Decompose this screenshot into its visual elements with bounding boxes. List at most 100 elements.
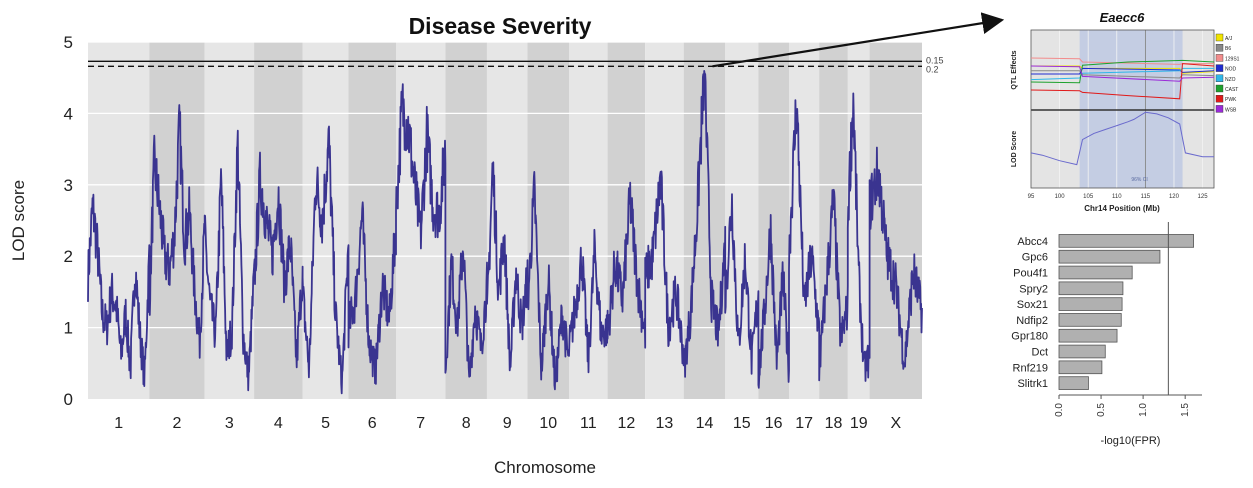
chromosome-label: 3 bbox=[225, 415, 234, 432]
bar-category-label: Ndfip2 bbox=[1016, 315, 1048, 327]
inset-frame bbox=[1030, 29, 1215, 189]
threshold-label: 0.15 bbox=[926, 55, 944, 65]
chromosome-label: 6 bbox=[368, 415, 377, 432]
bar-category-label: Gpr180 bbox=[1011, 331, 1048, 343]
legend-label: PWK bbox=[1225, 97, 1237, 103]
effect-line bbox=[1031, 70, 1215, 79]
y-tick-label: 4 bbox=[64, 104, 73, 123]
inset-title: Eaecc6 bbox=[1100, 10, 1146, 25]
bar-x-tick-label: 1.5 bbox=[1180, 403, 1191, 417]
bar-x-tick-label: 0.5 bbox=[1096, 403, 1107, 417]
legend-swatch bbox=[1215, 94, 1224, 103]
chromosome-label: 14 bbox=[696, 415, 714, 432]
bar-category-label: Abcc4 bbox=[1017, 236, 1048, 248]
bar-category-label: Dct bbox=[1032, 347, 1049, 359]
legend-swatch bbox=[1215, 84, 1224, 93]
bar-category-label: Gpc6 bbox=[1022, 252, 1048, 264]
chromosome-label: 19 bbox=[850, 415, 868, 432]
chromosome-label: 10 bbox=[539, 415, 557, 432]
legend-label: CAST bbox=[1225, 87, 1238, 93]
bar-x-tick-label: 1.0 bbox=[1138, 403, 1149, 417]
y-tick-label: 3 bbox=[64, 176, 73, 195]
legend-label: WSB bbox=[1225, 107, 1237, 113]
bar-category-label: Pou4f1 bbox=[1013, 268, 1048, 280]
inset-x-tick: 95 bbox=[1028, 194, 1035, 200]
inset-ylabel: LOD Score bbox=[1011, 131, 1018, 167]
bar bbox=[1058, 297, 1123, 311]
chart-title: Disease Severity bbox=[409, 13, 592, 39]
effect-line bbox=[1031, 65, 1215, 74]
legend-label: B6 bbox=[1225, 46, 1231, 52]
x-axis-label: Chromosome bbox=[494, 458, 596, 477]
effect-line bbox=[1030, 63, 1215, 100]
inset-xlabel: Chr14 Position (Mb) bbox=[1084, 204, 1160, 213]
chromosome-band bbox=[869, 42, 922, 399]
highlight-interval bbox=[1079, 30, 1183, 188]
legend-label: 129S1 bbox=[1225, 56, 1240, 62]
bar-x-tick-label: 0.0 bbox=[1054, 403, 1065, 417]
genome-scan-chart: 0 1 2 3 4 5 LOD score Chromosome Disease Severit… bbox=[9, 12, 1005, 477]
chromosome-label: 2 bbox=[173, 415, 182, 432]
fpr-bar-chart: Abcc4 Gpc6 Pou4f1 Spry2 Sox21 Ndfip2 Gpr180 Dct… bbox=[1011, 222, 1202, 447]
chromosome-label: 13 bbox=[656, 415, 674, 432]
chromosome-label: 1 bbox=[114, 415, 123, 432]
bar-category-label: Spry2 bbox=[1019, 283, 1048, 295]
legend-swatch bbox=[1215, 54, 1224, 62]
y-tick-label: 0 bbox=[64, 390, 73, 409]
bar bbox=[1058, 281, 1124, 296]
inset-x-tick: 115 bbox=[1141, 194, 1151, 200]
legend-swatch bbox=[1215, 33, 1224, 42]
bar bbox=[1058, 328, 1118, 343]
chromosome-band bbox=[607, 42, 646, 399]
effect-line bbox=[1030, 59, 1215, 84]
legend-swatch bbox=[1215, 74, 1224, 83]
chromosome-label: X bbox=[890, 415, 901, 432]
chromosome-label: 8 bbox=[462, 415, 471, 432]
chromosome-label: 4 bbox=[274, 415, 283, 432]
bar bbox=[1058, 249, 1161, 264]
chromosome-band bbox=[527, 42, 570, 399]
inset-x-tick: 100 bbox=[1055, 194, 1066, 200]
chromosome-label: 7 bbox=[416, 415, 425, 432]
inset-x-tick: 120 bbox=[1169, 194, 1180, 200]
inset-x-tick: 125 bbox=[1198, 194, 1209, 200]
chromosome-band bbox=[486, 42, 528, 399]
inset-lod-line bbox=[1030, 111, 1214, 166]
threshold-label: 0.2 bbox=[926, 64, 939, 74]
y-tick-label: 5 bbox=[64, 33, 73, 52]
effect-line bbox=[1030, 65, 1215, 82]
chromosome-band bbox=[819, 42, 848, 399]
chromosome-label: 9 bbox=[503, 415, 512, 432]
legend-label: NOD bbox=[1225, 67, 1237, 73]
y-tick-label: 2 bbox=[64, 247, 73, 266]
legend-label: NZO bbox=[1225, 77, 1236, 83]
chromosome-label: 11 bbox=[580, 415, 597, 432]
bar bbox=[1058, 376, 1089, 390]
legend-label: A/J bbox=[1225, 36, 1233, 42]
chromosome-label: 5 bbox=[321, 415, 330, 432]
chromosome-label: 16 bbox=[765, 415, 783, 432]
peak-arrow bbox=[712, 12, 1005, 68]
legend-swatch bbox=[1215, 105, 1224, 113]
bar bbox=[1058, 344, 1106, 359]
lod-trace bbox=[87, 70, 923, 395]
chr14-inset: 96% CI Eaecc6 QTL Effects LOD Score 95 100 105… bbox=[1011, 10, 1240, 213]
bar-category-label: Slitrk1 bbox=[1017, 378, 1048, 390]
chromosome-band bbox=[789, 42, 820, 399]
legend-swatch bbox=[1215, 44, 1224, 52]
inset-x-tick: 105 bbox=[1083, 194, 1094, 200]
bar-category-label: Sox21 bbox=[1017, 299, 1048, 311]
chromosome-band bbox=[847, 42, 870, 399]
chromosome-band bbox=[149, 42, 205, 399]
chromosome-label: 15 bbox=[733, 415, 751, 432]
bar bbox=[1058, 360, 1103, 375]
bar-x-label: -log10(FPR) bbox=[1101, 435, 1161, 447]
inset-ylabel: QTL Effects bbox=[1011, 50, 1018, 89]
chromosome-band bbox=[348, 42, 396, 399]
y-axis-label: LOD score bbox=[9, 180, 28, 261]
bar bbox=[1058, 313, 1122, 327]
y-tick-label: 1 bbox=[64, 319, 73, 338]
ci-label: 96% CI bbox=[1131, 177, 1147, 183]
chromosome-label: 18 bbox=[825, 415, 843, 432]
bar-category-label: Rnf219 bbox=[1013, 362, 1048, 374]
